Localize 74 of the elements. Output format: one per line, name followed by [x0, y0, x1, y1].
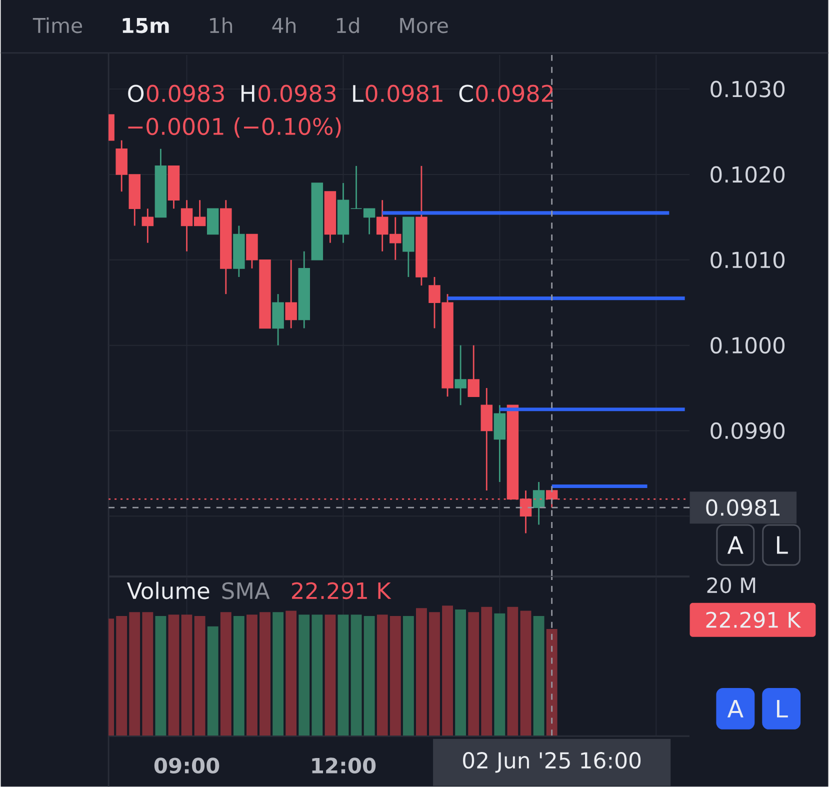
- bar: [442, 605, 454, 736]
- candlestick: [350, 165, 362, 210]
- bar: [416, 608, 427, 736]
- text: 15m: [122, 18, 169, 34]
- bar: [312, 614, 323, 736]
- bar: [507, 606, 518, 736]
- ref-line-label: 0.0981: [706, 499, 780, 516]
- bar: [468, 612, 480, 736]
- candlestick: [468, 344, 480, 398]
- annotation: 0.0981: [366, 84, 442, 102]
- bar: [207, 626, 218, 736]
- annotation: 0.0983: [258, 84, 336, 102]
- annotation: C: [459, 84, 473, 102]
- bar: [142, 612, 154, 736]
- bar: [338, 614, 349, 736]
- y-tick-label: 0.1010: [710, 251, 785, 268]
- bar: [220, 612, 232, 736]
- text: Time: [32, 17, 82, 34]
- bar: [350, 614, 362, 736]
- annotation: H: [241, 84, 254, 102]
- y-tick-label: 0.1000: [710, 336, 785, 354]
- text: 22.291 K: [706, 612, 802, 628]
- candlestick: [142, 208, 154, 244]
- text: A: [727, 700, 744, 718]
- bar: [233, 616, 244, 736]
- text: A: [727, 536, 744, 554]
- bar: [155, 616, 166, 736]
- x-tick-label: 12:00: [312, 758, 376, 774]
- bar: [494, 613, 506, 736]
- bar: [286, 610, 297, 736]
- text: 20 M: [707, 577, 756, 594]
- candlestick: [285, 259, 297, 329]
- ref-line-label: 02 Jun '25 16:00: [463, 752, 641, 773]
- candlestick: [532, 481, 545, 526]
- text: 1d: [336, 17, 359, 34]
- text: 4h: [272, 17, 296, 33]
- bar: [168, 614, 180, 736]
- bar: [272, 612, 284, 736]
- text: 22.291 K: [292, 582, 392, 600]
- annotation: 0.0983: [146, 84, 224, 102]
- bar: [520, 610, 532, 736]
- bar: [260, 612, 270, 736]
- annotation: −0.0001 (−0.10%): [128, 117, 341, 138]
- text: L: [777, 700, 788, 718]
- annotation: L: [353, 84, 364, 102]
- bar: [376, 614, 388, 736]
- candlestick: [363, 208, 376, 235]
- y-tick-label: 0.1020: [710, 166, 785, 183]
- bar: [364, 616, 375, 736]
- bar: [324, 614, 336, 736]
- x-tick-label: 09:00: [154, 758, 220, 774]
- text: More: [400, 18, 448, 34]
- text: L: [777, 536, 788, 554]
- bar: [246, 614, 258, 736]
- text: 1h: [210, 17, 232, 33]
- bar: [181, 614, 192, 736]
- bar: [194, 616, 206, 736]
- y-tick-label: 0.0990: [710, 422, 785, 439]
- text: SMA: [222, 582, 270, 600]
- annotation: 0.0982: [476, 84, 553, 102]
- bar: [481, 606, 492, 736]
- bar: [129, 612, 140, 736]
- y-tick-label: 0.1030: [710, 80, 785, 98]
- annotation: O: [128, 84, 144, 102]
- bar: [402, 616, 414, 736]
- bar: [429, 612, 440, 736]
- bar: [455, 609, 466, 736]
- bar: [546, 628, 558, 736]
- text: Volume: [126, 582, 210, 600]
- bar: [116, 616, 128, 736]
- bar: [298, 614, 310, 736]
- bar: [533, 616, 544, 736]
- bar: [390, 616, 401, 736]
- candlestick: [454, 344, 466, 406]
